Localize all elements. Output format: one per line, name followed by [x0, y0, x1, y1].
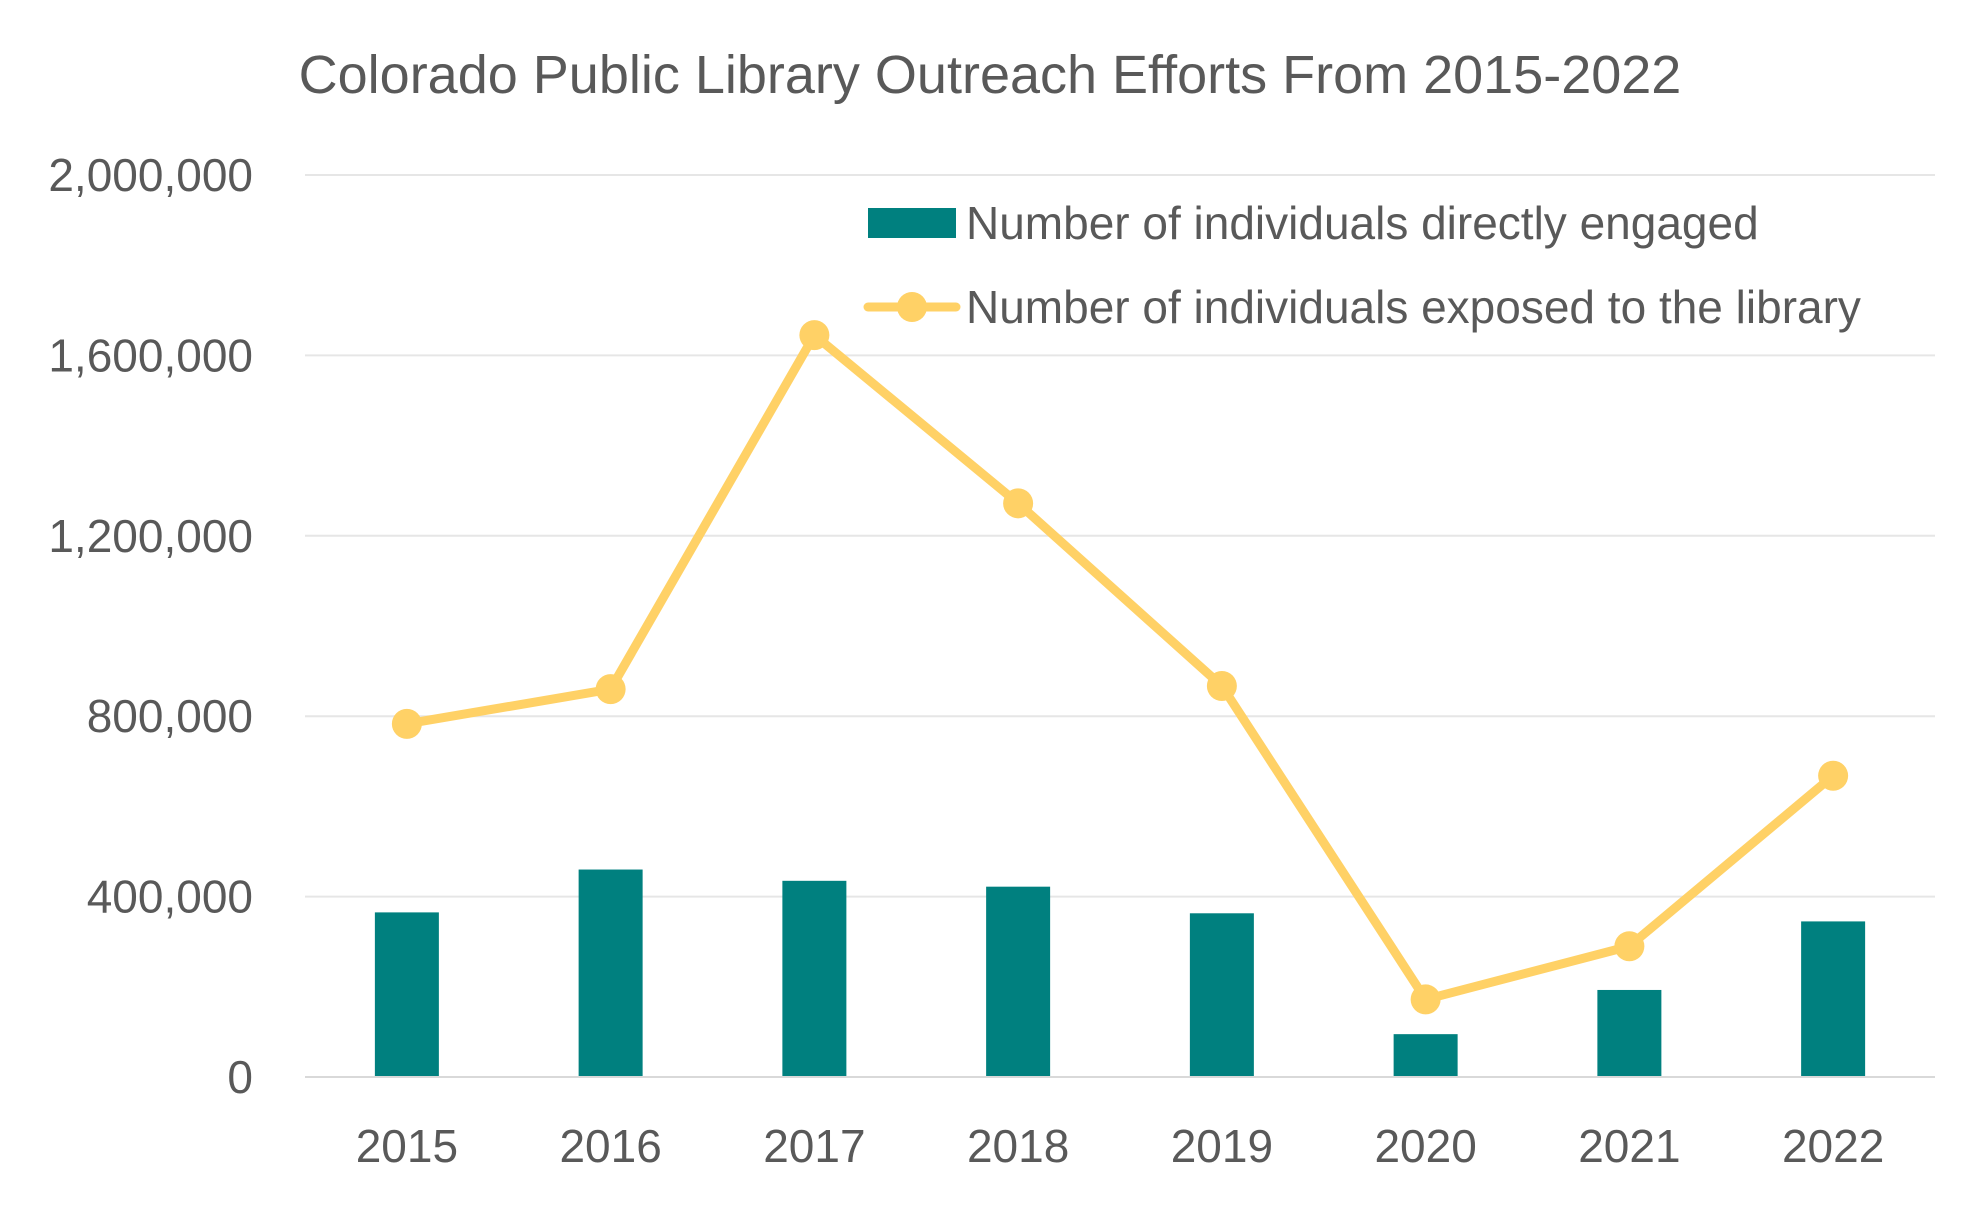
line-point	[595, 674, 626, 705]
x-tick-label: 2016	[559, 1120, 661, 1172]
legend: Number of individuals directly engaged N…	[863, 197, 1861, 333]
bar	[578, 869, 643, 1077]
line-point	[1206, 670, 1237, 701]
line-point	[1818, 760, 1849, 791]
y-tick-label: 2,000,000	[48, 149, 253, 201]
x-tick-label: 2017	[763, 1120, 865, 1172]
y-axis-tick-labels: 0 400,000 800,000 1,200,000 1,600,000 2,000,0…	[48, 149, 253, 1103]
x-tick-label: 2015	[356, 1120, 458, 1172]
bar	[782, 880, 847, 1077]
y-tick-label: 0	[227, 1051, 253, 1103]
bar	[1189, 913, 1254, 1077]
legend-line-label: Number of individuals exposed to the lib…	[966, 281, 1861, 333]
line-point	[1410, 984, 1441, 1015]
series-line	[402, 330, 1838, 1004]
y-tick-label: 1,200,000	[48, 510, 253, 562]
x-tick-label: 2021	[1578, 1120, 1680, 1172]
y-tick-label: 800,000	[87, 690, 253, 742]
x-tick-label: 2018	[967, 1120, 1069, 1172]
line-point	[799, 320, 830, 351]
x-tick-label: 2022	[1782, 1120, 1884, 1172]
bar-series	[374, 869, 1866, 1077]
legend-bar-label: Number of individuals directly engaged	[966, 197, 1759, 249]
chart-title: Colorado Public Library Outreach Efforts…	[299, 45, 1682, 105]
x-tick-label: 2019	[1171, 1120, 1273, 1172]
x-tick-label: 2020	[1374, 1120, 1476, 1172]
legend-line-marker	[897, 292, 927, 322]
bar	[1597, 989, 1662, 1077]
bar	[986, 886, 1051, 1077]
gridlines	[305, 174, 1935, 898]
bar	[1801, 921, 1866, 1077]
y-tick-label: 1,600,000	[48, 329, 253, 381]
line-point	[1003, 488, 1034, 519]
bar	[374, 912, 439, 1077]
x-axis-tick-labels: 2015 2016 2017 2018 2019 2020 2021 2022	[356, 1120, 1885, 1172]
legend-bar-swatch	[868, 208, 956, 238]
line-series	[391, 320, 1849, 1015]
line-point	[391, 708, 422, 739]
line-point	[1614, 931, 1645, 962]
y-tick-label: 400,000	[87, 871, 253, 923]
bar	[1393, 1034, 1458, 1077]
